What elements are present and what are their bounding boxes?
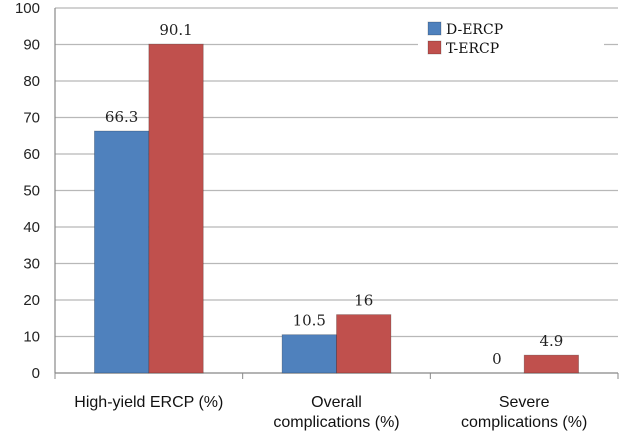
y-tick-label: 60 <box>23 146 40 163</box>
bar-t-ercp <box>336 314 392 374</box>
y-tick-label: 40 <box>23 219 40 236</box>
bar-t-ercp <box>148 43 204 374</box>
data-label: 66.3 <box>105 108 138 126</box>
data-label: 0 <box>492 350 502 368</box>
legend-swatch-t-ercp <box>427 40 442 55</box>
data-label: 16 <box>354 292 373 310</box>
data-label: 4.9 <box>539 332 563 350</box>
data-label: 10.5 <box>293 312 326 330</box>
legend-label: D-ERCP <box>446 22 503 38</box>
bars <box>94 43 579 374</box>
y-tick-label: 50 <box>23 183 40 200</box>
legend: D-ERCP T-ERCP <box>418 14 604 66</box>
x-tick-label: Overall <box>311 394 362 411</box>
y-tick-label: 70 <box>23 110 40 127</box>
data-labels: 66.3 90.1 10.5 16 0 4.9 <box>105 21 563 368</box>
legend-box <box>418 14 604 66</box>
data-label: 90.1 <box>159 21 192 39</box>
y-tick-label: 80 <box>23 73 40 90</box>
y-tick-label: 90 <box>23 37 40 54</box>
y-tick-label: 20 <box>23 292 40 309</box>
bar-d-ercp <box>281 334 337 374</box>
x-tick-label: High-yield ERCP (%) <box>74 394 223 411</box>
x-tick-label: Severe <box>499 394 550 411</box>
y-tick-label: 100 <box>15 0 40 17</box>
bar-d-ercp <box>94 130 150 374</box>
y-tick-label: 10 <box>23 329 40 346</box>
x-tick-label: complications (%) <box>273 414 399 431</box>
y-tick-label: 30 <box>23 256 40 273</box>
legend-label: T-ERCP <box>446 41 499 57</box>
bar-t-ercp <box>523 354 579 374</box>
legend-swatch-d-ercp <box>427 21 442 36</box>
y-tick-label: 0 <box>32 365 40 382</box>
x-tick-label: complications (%) <box>461 414 587 431</box>
